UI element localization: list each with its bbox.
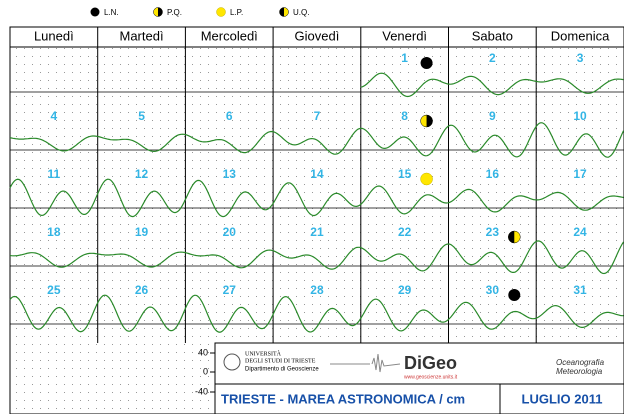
weekday: Giovedì — [295, 28, 340, 43]
weekday: Mercoledì — [201, 28, 258, 43]
day-number: 4 — [51, 109, 58, 123]
day-number: 6 — [226, 109, 233, 123]
tide-curve — [9, 294, 624, 333]
day-number: 24 — [573, 225, 587, 239]
day-number: 28 — [310, 283, 324, 297]
tide-curve — [9, 178, 624, 218]
day-number: 12 — [135, 167, 149, 181]
day-number: 17 — [573, 167, 587, 181]
legend-icon — [90, 7, 100, 17]
day-number: 13 — [223, 167, 237, 181]
weekday: Sabato — [472, 28, 513, 43]
weekday: Lunedì — [34, 28, 74, 43]
university: UNIVERSITÀ — [245, 349, 282, 357]
day-number: 2 — [489, 51, 496, 65]
moon-shape — [90, 7, 100, 17]
scale-label: -40 — [195, 386, 208, 396]
university2: DEGLI STUDI DI TRIESTE — [245, 358, 316, 364]
moon-shape — [420, 172, 433, 186]
legend-label: L.N. — [104, 8, 119, 17]
tide-curve — [9, 122, 624, 158]
legend-label: U.Q. — [293, 8, 309, 17]
weekday: Venerdì — [382, 28, 427, 43]
legend-icon — [153, 7, 163, 17]
department: Dipartimento di Geoscienze — [245, 367, 319, 373]
day-number: 22 — [398, 225, 412, 239]
url: www.geoscienze.units.it — [404, 374, 458, 380]
day-number: 18 — [47, 225, 61, 239]
moon-shape — [426, 115, 433, 127]
legend-label: P.Q. — [167, 8, 182, 17]
moon-phase — [420, 172, 433, 186]
day-number: 16 — [486, 167, 500, 181]
day-number: 3 — [577, 51, 584, 65]
moon-shape — [420, 57, 433, 69]
weekday: Domenica — [551, 28, 610, 43]
logo: DiGeo — [404, 353, 457, 373]
day-number: 31 — [573, 283, 587, 297]
day-number: 10 — [573, 109, 587, 123]
weekday: Martedì — [120, 28, 164, 43]
tide-curve — [9, 240, 624, 275]
scale-label: 40 — [198, 347, 208, 357]
day-number: 5 — [138, 109, 145, 123]
moon-phase — [508, 230, 521, 244]
day-number: 8 — [401, 109, 408, 123]
footer: UNIVERSITÀ DEGLI STUDI DI TRIESTE Dipart… — [214, 342, 624, 415]
day-number: 26 — [135, 283, 149, 297]
moon-phase — [508, 289, 521, 301]
day-number: 11 — [48, 167, 61, 181]
legend-icon — [216, 7, 226, 17]
day-number: 14 — [310, 167, 324, 181]
moon-shape — [279, 7, 284, 17]
day-number: 15 — [398, 167, 412, 181]
moon-phase — [420, 114, 433, 128]
day-number: 30 — [486, 283, 500, 297]
day-number: 27 — [223, 283, 237, 297]
moon-shape — [508, 231, 515, 243]
month: LUGLIO 2011 — [522, 391, 603, 406]
tide-curve — [360, 72, 624, 98]
moon-shape — [216, 7, 226, 17]
ocean: Oceanografia — [556, 358, 605, 367]
day-number: 29 — [398, 283, 412, 297]
day-number: 23 — [486, 225, 500, 239]
moon-phase — [420, 57, 433, 69]
day-number: 19 — [135, 225, 149, 239]
moon-shape — [508, 289, 521, 301]
day-number: 1 — [401, 51, 408, 65]
day-number: 21 — [310, 225, 324, 239]
legend-icon — [279, 7, 289, 17]
footer-title: TRIESTE - MAREA ASTRONOMICA / cm — [221, 391, 465, 406]
moon-shape — [158, 7, 163, 17]
day-number: 25 — [47, 283, 61, 297]
day-number: 20 — [223, 225, 237, 239]
scale-label: 0 — [203, 366, 208, 376]
day-number: 7 — [314, 109, 321, 123]
legend-label: L.P. — [230, 8, 243, 17]
meteo: Meteorologia — [556, 367, 603, 376]
day-number: 9 — [489, 109, 496, 123]
